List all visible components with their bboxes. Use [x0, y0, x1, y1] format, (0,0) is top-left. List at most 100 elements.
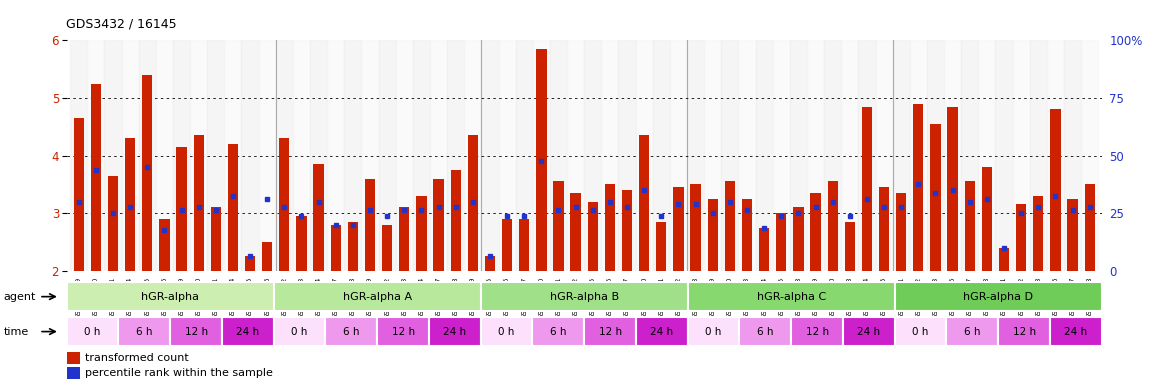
- Bar: [927, 40, 944, 271]
- Bar: [365, 179, 375, 271]
- Bar: [396, 40, 413, 271]
- Bar: [108, 176, 118, 271]
- Bar: [67, 352, 80, 364]
- Text: 0 h: 0 h: [912, 326, 929, 337]
- Text: 6 h: 6 h: [964, 326, 981, 337]
- Bar: [170, 317, 222, 346]
- Bar: [532, 40, 550, 271]
- Bar: [344, 40, 361, 271]
- Text: 0 h: 0 h: [84, 326, 101, 337]
- Bar: [965, 182, 975, 271]
- Bar: [601, 40, 619, 271]
- Bar: [293, 40, 310, 271]
- Bar: [875, 40, 892, 271]
- Bar: [619, 40, 636, 271]
- Text: 6 h: 6 h: [136, 326, 153, 337]
- Bar: [361, 40, 378, 271]
- Bar: [276, 40, 293, 271]
- Bar: [930, 124, 941, 271]
- Text: 24 h: 24 h: [236, 326, 260, 337]
- Text: 6 h: 6 h: [343, 326, 360, 337]
- Bar: [347, 222, 358, 271]
- Text: 24 h: 24 h: [443, 326, 467, 337]
- Text: 0 h: 0 h: [705, 326, 722, 337]
- Bar: [327, 40, 344, 271]
- Bar: [825, 40, 842, 271]
- Bar: [262, 242, 273, 271]
- Bar: [811, 193, 821, 271]
- Bar: [759, 227, 769, 271]
- Bar: [1015, 205, 1026, 271]
- Bar: [742, 199, 752, 271]
- Bar: [670, 40, 687, 271]
- Bar: [1050, 317, 1102, 346]
- Bar: [622, 190, 633, 271]
- Bar: [588, 202, 598, 271]
- Text: transformed count: transformed count: [85, 353, 189, 363]
- Text: 0 h: 0 h: [498, 326, 515, 337]
- Bar: [532, 317, 584, 346]
- Bar: [413, 40, 430, 271]
- Bar: [122, 40, 139, 271]
- Text: time: time: [3, 326, 29, 337]
- Bar: [274, 317, 325, 346]
- Bar: [790, 40, 807, 271]
- Bar: [1050, 109, 1060, 271]
- Bar: [70, 40, 87, 271]
- Bar: [791, 317, 843, 346]
- Bar: [210, 207, 221, 271]
- Bar: [222, 317, 274, 346]
- Text: 24 h: 24 h: [1064, 326, 1088, 337]
- Bar: [1046, 40, 1064, 271]
- Bar: [399, 207, 409, 271]
- Bar: [105, 40, 122, 271]
- Bar: [982, 167, 992, 271]
- Bar: [946, 317, 998, 346]
- Bar: [657, 222, 667, 271]
- Bar: [207, 40, 224, 271]
- Bar: [434, 179, 444, 271]
- Bar: [259, 40, 276, 271]
- Bar: [224, 40, 241, 271]
- Bar: [451, 170, 461, 271]
- Text: 12 h: 12 h: [391, 326, 415, 337]
- Bar: [895, 317, 946, 346]
- Bar: [481, 317, 532, 346]
- Bar: [721, 40, 738, 271]
- Bar: [793, 207, 804, 271]
- Bar: [567, 40, 584, 271]
- Text: hGR-alpha B: hGR-alpha B: [550, 291, 619, 302]
- Bar: [67, 367, 80, 379]
- Bar: [314, 164, 324, 271]
- Bar: [843, 317, 895, 346]
- Bar: [739, 317, 791, 346]
- Bar: [87, 40, 105, 271]
- Text: 24 h: 24 h: [650, 326, 674, 337]
- Bar: [297, 216, 307, 271]
- Bar: [519, 219, 529, 271]
- Bar: [143, 75, 153, 271]
- Bar: [536, 49, 546, 271]
- Text: 6 h: 6 h: [757, 326, 774, 337]
- Text: 12 h: 12 h: [184, 326, 208, 337]
- Bar: [378, 40, 396, 271]
- Bar: [892, 40, 910, 271]
- Bar: [948, 107, 958, 271]
- Bar: [242, 40, 259, 271]
- Bar: [465, 40, 482, 271]
- Bar: [190, 40, 207, 271]
- Bar: [776, 213, 787, 271]
- Bar: [999, 248, 1010, 271]
- Bar: [1064, 40, 1081, 271]
- Bar: [636, 40, 653, 271]
- Text: 12 h: 12 h: [598, 326, 622, 337]
- Bar: [910, 40, 927, 271]
- Bar: [485, 257, 496, 271]
- Bar: [67, 317, 118, 346]
- Bar: [979, 40, 996, 271]
- Bar: [498, 40, 515, 271]
- Bar: [944, 40, 961, 271]
- Text: hGR-alpha C: hGR-alpha C: [757, 291, 826, 302]
- Bar: [279, 138, 290, 271]
- Bar: [842, 40, 858, 271]
